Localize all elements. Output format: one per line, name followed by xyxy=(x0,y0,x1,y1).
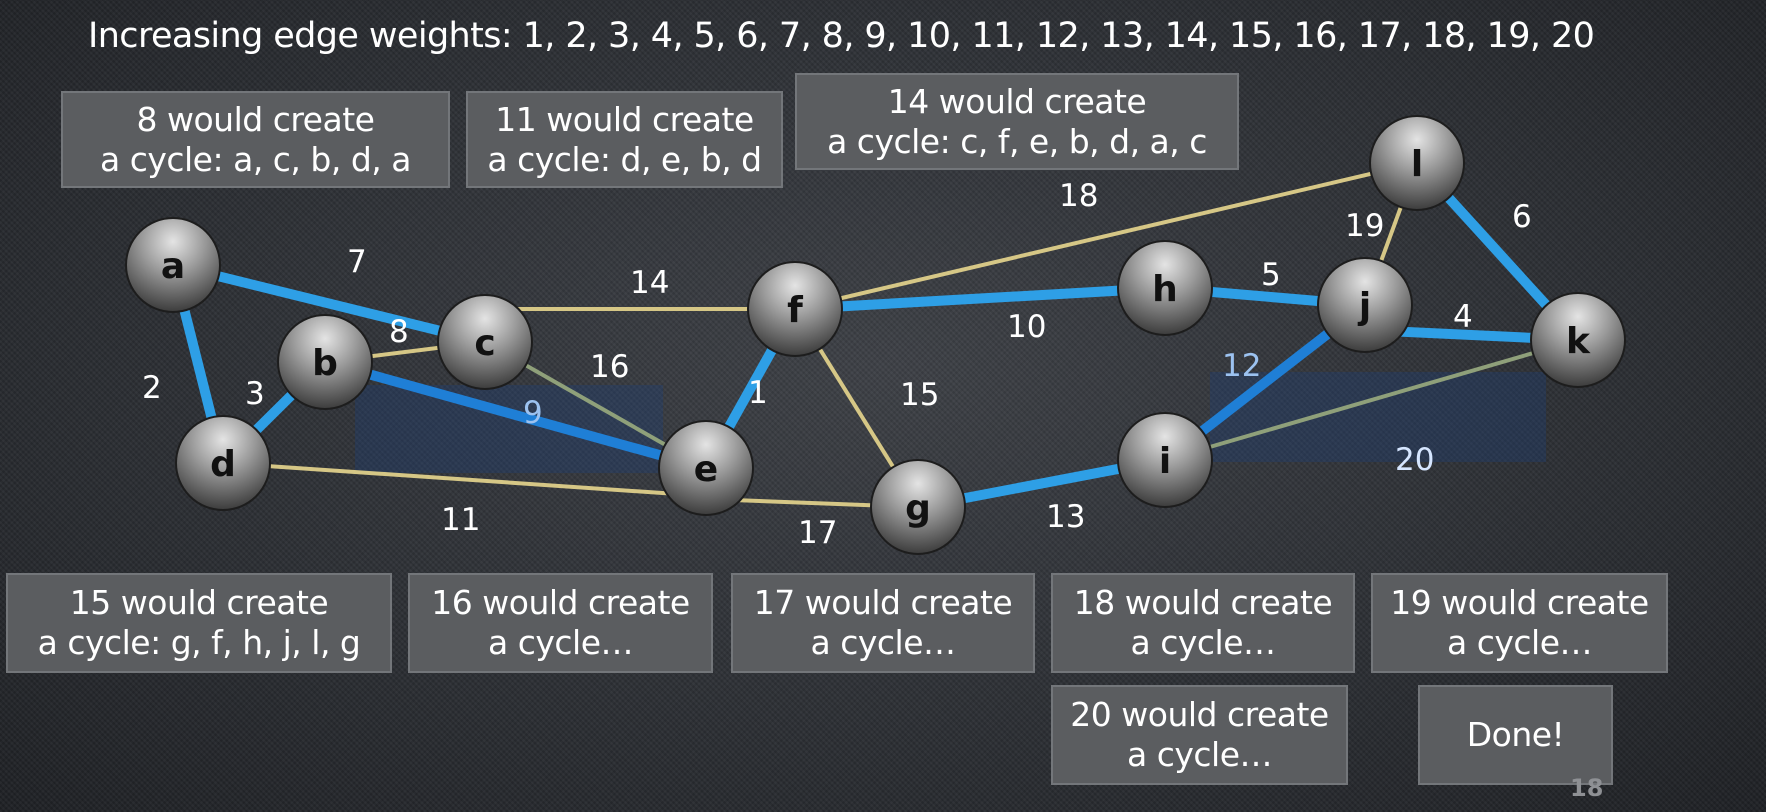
cycle-note-11-line1: 11 would create xyxy=(495,99,754,139)
cycle-note-18-line1: 18 would create xyxy=(1073,583,1333,622)
edge-b-e xyxy=(323,357,708,473)
cycle-note-14-line2: a cycle: c, f, e, b, d, a, c xyxy=(827,121,1207,161)
slide-title: Increasing edge weights: 1, 2, 3, 4, 5, … xyxy=(88,16,1595,56)
highlight-region-9 xyxy=(355,385,663,473)
cycle-note-19-line1: 19 would create xyxy=(1390,583,1649,622)
done-note-label: Done! xyxy=(1466,715,1565,754)
cycle-note-16-line1: 16 would create xyxy=(431,583,690,622)
cycle-note-14: 14 would create a cycle: c, f, e, b, d, … xyxy=(795,73,1239,170)
edge-weight-f-l: 18 xyxy=(1059,178,1098,214)
node-i: i xyxy=(1117,412,1213,508)
cycle-note-11: 11 would create a cycle: d, e, b, d xyxy=(466,91,783,188)
edge-weight-b-d: 3 xyxy=(245,376,265,412)
edge-weight-j-l: 19 xyxy=(1345,208,1384,244)
node-c: c xyxy=(437,294,533,390)
edge-weight-j-k: 4 xyxy=(1453,299,1473,335)
cycle-note-20-line2: a cycle… xyxy=(1127,735,1273,774)
node-h-label: h xyxy=(1152,269,1178,310)
cycle-note-15-line2: a cycle: g, f, h, j, l, g xyxy=(37,623,361,662)
cycle-note-8-line1: 8 would create xyxy=(136,99,375,139)
node-g-label: g xyxy=(905,488,931,529)
node-b-label: b xyxy=(312,343,338,384)
node-j-label: j xyxy=(1357,286,1371,327)
cycle-note-16-line2: a cycle… xyxy=(488,623,634,662)
edge-f-l xyxy=(794,161,1418,311)
edge-weight-l-k: 6 xyxy=(1512,199,1532,235)
cycle-note-15: 15 would create a cycle: g, f, h, j, l, … xyxy=(6,573,392,673)
edge-weight-i-j: 12 xyxy=(1222,348,1261,384)
edge-weight-c-f: 14 xyxy=(630,265,669,301)
node-g: g xyxy=(870,459,966,555)
node-b: b xyxy=(277,314,373,410)
cycle-note-14-line1: 14 would create xyxy=(887,81,1147,121)
cycle-note-11-line2: a cycle: d, e, b, d xyxy=(487,139,762,179)
edge-f-h xyxy=(794,283,1166,314)
edge-weight-h-j: 5 xyxy=(1261,257,1281,293)
cycle-note-20-line1: 20 would create xyxy=(1070,695,1329,734)
node-l: l xyxy=(1369,115,1465,211)
edge-weight-d-e: 11 xyxy=(441,502,480,538)
cycle-note-20: 20 would create a cycle… xyxy=(1051,685,1348,785)
node-f-label: f xyxy=(787,290,803,331)
node-f: f xyxy=(747,261,843,357)
cycle-note-8-line2: a cycle: a, c, b, d, a xyxy=(99,139,412,179)
cycle-note-16: 16 would create a cycle… xyxy=(408,573,713,673)
cycle-note-8: 8 would create a cycle: a, c, b, d, a xyxy=(61,91,450,188)
cycle-note-18: 18 would create a cycle… xyxy=(1051,573,1355,673)
edge-weight-b-e: 9 xyxy=(523,395,543,431)
cycle-note-17-line2: a cycle… xyxy=(810,623,957,662)
edge-weight-g-i: 13 xyxy=(1046,499,1085,535)
done-note: Done! xyxy=(1418,685,1613,785)
node-j: j xyxy=(1317,257,1413,353)
edge-weight-e-f: 1 xyxy=(748,375,768,411)
node-k-label: k xyxy=(1566,321,1591,362)
edge-weight-e-g: 17 xyxy=(798,515,837,551)
node-l-label: l xyxy=(1411,144,1423,185)
node-e: e xyxy=(658,420,754,516)
edge-a-c xyxy=(171,260,487,347)
cycle-note-19: 19 would create a cycle… xyxy=(1371,573,1668,673)
edge-i-k xyxy=(1164,338,1579,462)
edge-weight-f-h: 10 xyxy=(1007,309,1046,345)
node-d-label: d xyxy=(210,444,236,485)
node-a-label: a xyxy=(161,246,185,287)
edge-weight-b-c: 8 xyxy=(389,314,409,350)
node-k: k xyxy=(1530,292,1626,388)
cycle-note-17-line1: 17 would create xyxy=(753,583,1013,622)
node-d: d xyxy=(175,415,271,511)
edge-weight-f-g: 15 xyxy=(900,377,939,413)
node-h: h xyxy=(1117,240,1213,336)
node-a: a xyxy=(125,217,221,313)
edge-weight-a-c: 7 xyxy=(347,244,367,280)
edge-d-e xyxy=(222,461,707,498)
cycle-note-17: 17 would create a cycle… xyxy=(731,573,1035,673)
node-e-label: e xyxy=(694,449,718,490)
cycle-note-18-line2: a cycle… xyxy=(1130,623,1277,662)
edge-weight-c-e: 16 xyxy=(590,349,629,385)
edge-weight-i-k: 20 xyxy=(1395,442,1434,478)
cycle-note-15-line1: 15 would create xyxy=(69,583,329,622)
node-i-label: i xyxy=(1159,441,1171,482)
cycle-note-19-line2: a cycle… xyxy=(1447,623,1593,662)
edge-weight-a-d: 2 xyxy=(142,370,162,406)
node-c-label: c xyxy=(474,323,495,364)
slide-number: 18 xyxy=(1570,774,1604,802)
